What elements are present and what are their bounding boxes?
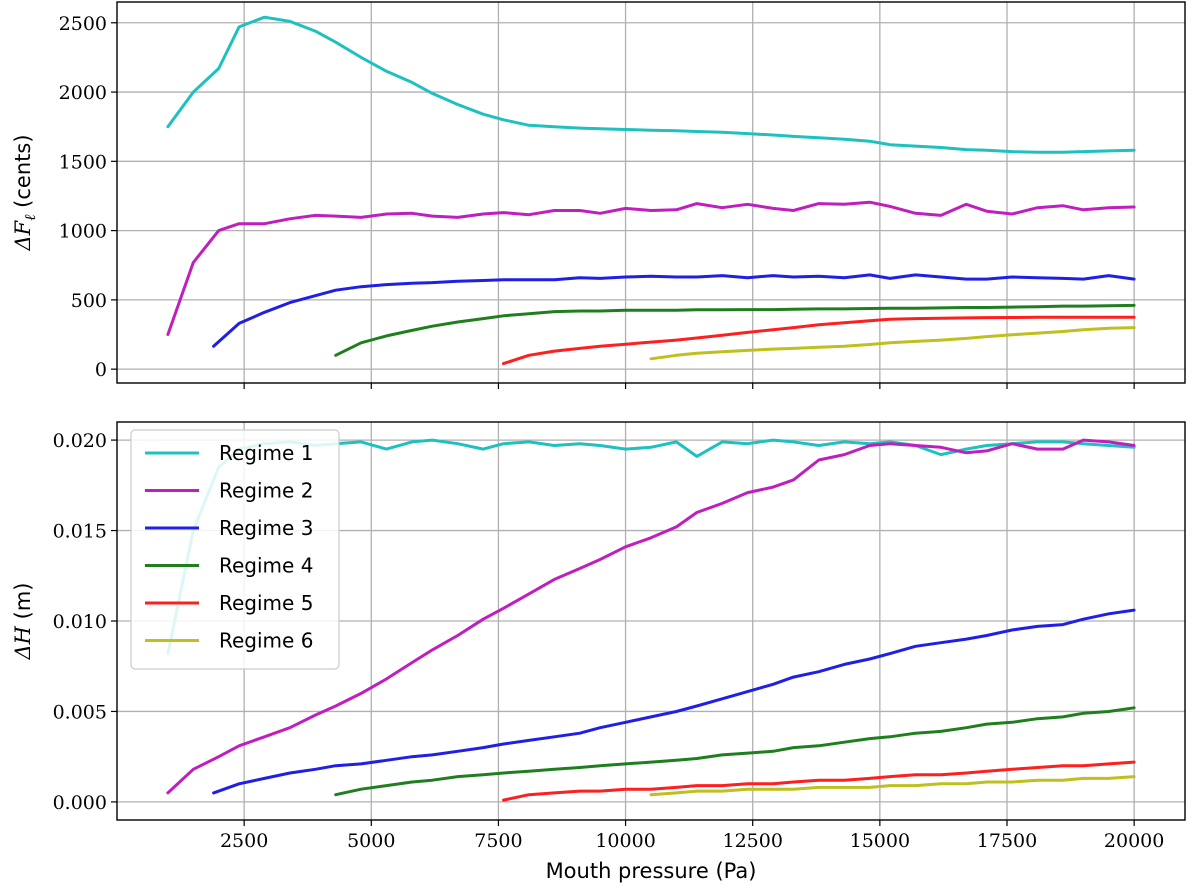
legend-label: Regime 5 [219,591,313,615]
legend-entry-regime-6: Regime 6 [145,629,313,653]
x-tick-label: 15000 [850,830,910,852]
x-tick-label: 2500 [220,830,268,852]
y-axis-label-symbol: ΔH [11,625,35,660]
series-line-regime-4 [334,706,1136,797]
legend-entry-regime-3: Regime 3 [145,516,313,540]
legend-label: Regime 1 [219,441,313,465]
series-line-regime-1 [166,15,1136,154]
plot-frame [116,1,1186,384]
y-tick-label: 2000 [59,82,107,104]
y-tick-label: 0.005 [53,701,107,723]
y-axis-label: ΔFℓ (cents) [11,134,39,251]
y-tick-label: 1000 [59,221,107,243]
x-axis-label: Mouth pressure (Pa) [546,859,757,883]
y-axis-label: ΔH (m) [11,582,35,660]
x-tick-label: 12500 [722,830,782,852]
y-tick-label: 2500 [59,13,107,35]
legend: Regime 1 Regime 2 Regime 3 Regime 4 Regime 5… [130,429,340,670]
series-line-regime-5 [502,760,1136,802]
x-tick-label: 20000 [1104,830,1164,852]
legend-label: Regime 3 [219,516,313,540]
legend-entry-regime-5: Regime 5 [145,591,313,615]
y-tick-label: 0.015 [53,521,107,543]
series-line-regime-6 [649,775,1136,797]
legend-entry-regime-2: Regime 2 [145,479,313,503]
series-line-regime-2 [166,200,1136,336]
legend-entry-regime-4: Regime 4 [145,554,313,578]
series-line-regime-3 [212,608,1136,795]
y-tick-label: 0.000 [53,792,107,814]
y-axis-label-subscript: ℓ [21,215,39,221]
x-tick-label: 7500 [474,830,522,852]
top-panel-fundamental-frequency: 0 500 1000 1500 2000 2500 ΔFℓ (cents) [11,1,1186,389]
y-tick-label: 500 [71,290,107,312]
y-axis-label-unit: (m) [11,582,35,626]
y-tick-label: 0 [95,359,107,381]
y-tick-label: 1500 [59,151,107,173]
y-tick-label: 0.010 [53,611,107,633]
series-line-regime-3 [212,273,1136,348]
y-axis-label-symbol: ΔF [11,219,35,251]
y-axis-label-unit: (cents) [11,134,35,214]
series-line-regime-6 [649,326,1136,361]
series-line-regime-4 [334,303,1136,357]
series-line-regime-2 [166,438,1136,795]
legend-label: Regime 6 [219,629,313,653]
bottom-panel-height-variation: 2500 5000 7500 10000 12500 15000 17500 20000 0.0… [11,421,1186,883]
x-tick-label: 5000 [347,830,395,852]
legend-label: Regime 2 [219,479,313,503]
series-line-regime-5 [502,315,1136,366]
y-tick-label: 0.020 [53,430,107,452]
x-tick-label: 17500 [977,830,1037,852]
legend-label: Regime 4 [219,554,313,578]
legend-entry-regime-1: Regime 1 [145,441,313,465]
x-tick-label: 10000 [595,830,655,852]
